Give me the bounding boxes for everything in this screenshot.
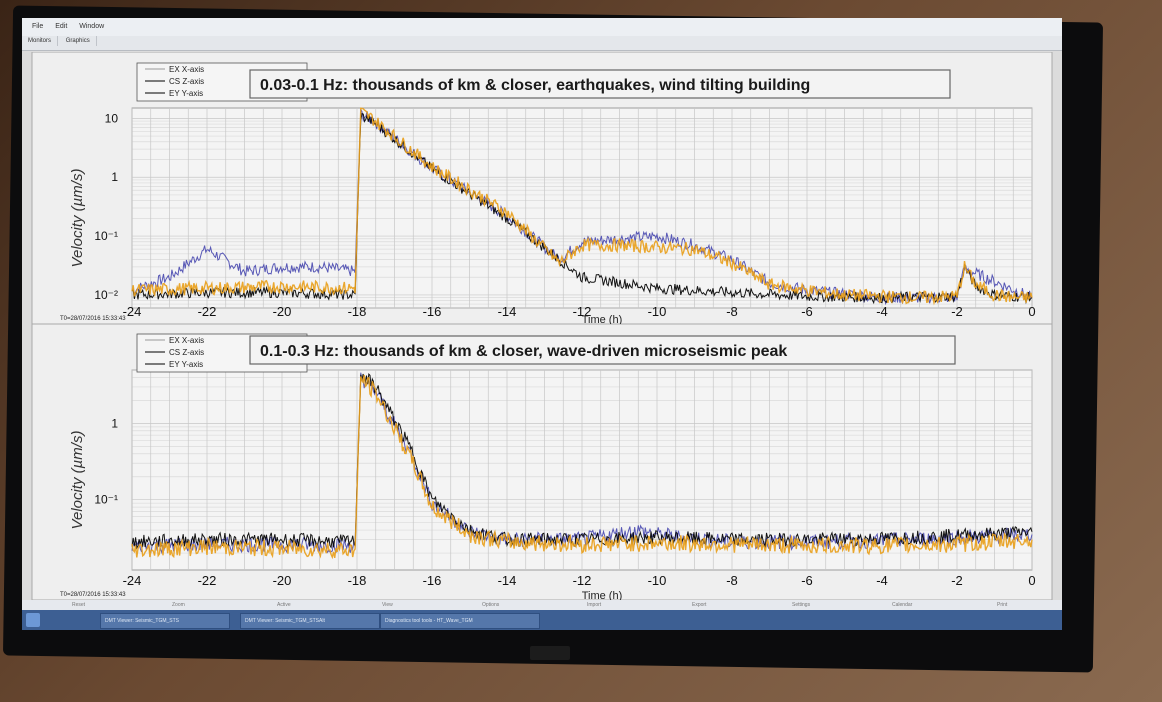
menu-edit[interactable]: Edit [55, 23, 68, 30]
x-tick-label: -20 [273, 573, 292, 588]
tab-monitors[interactable]: Monitors [22, 36, 59, 46]
x-tick-label: -8 [726, 304, 738, 319]
t0-timestamp: T0=28/07/2016 15:33:43 [60, 316, 126, 322]
x-tick-label: -10 [648, 573, 667, 588]
chart-panel-top: -24 -22 -20 -18 -16 -14 -12 -10 -8 -6 -4 -2 010110⁻¹… [31, 52, 1053, 324]
menu-file[interactable]: File [32, 23, 44, 30]
menu-window[interactable]: Window [79, 23, 105, 30]
chart-title: 0.1-0.3 Hz: thousands of km & closer, wa… [260, 343, 787, 360]
bottom-button-row: Reset Zoom Active View Options Import Ex… [22, 600, 1062, 610]
taskbar: DMT Viewer: Seismic_TGM_STS DMT Viewer: … [22, 610, 1062, 630]
x-tick-label: 0 [1028, 304, 1035, 319]
x-tick-label: -8 [726, 573, 738, 588]
x-tick-label: 0 [1028, 573, 1035, 588]
y-tick-label: 10⁻² [94, 288, 118, 302]
taskbar-item-viewer[interactable]: DMT Viewer: Seismic_TGM_STS [100, 613, 230, 629]
x-tick-label: -22 [198, 304, 217, 319]
x-tick-label: -2 [951, 573, 963, 588]
x-tick-label: -4 [876, 573, 888, 588]
x-tick-label: -18 [348, 573, 367, 588]
x-tick-label: -16 [423, 573, 442, 588]
legend-entry: EY Y-axis [169, 89, 203, 98]
monitor-stand [530, 646, 570, 660]
import-button[interactable]: Import [587, 602, 602, 608]
series-line-ex-x-axis [131, 107, 1033, 306]
chart-title-box [249, 69, 951, 99]
settings-button[interactable]: Settings [792, 602, 811, 608]
legend-entry: EX X-axis [169, 336, 204, 345]
calendar-button[interactable]: Calendar [892, 602, 913, 608]
x-tick-label: -14 [498, 304, 517, 319]
y-axis-label: Velocity (µm/s) [69, 431, 86, 530]
series-line-cs-z-axis [131, 112, 1033, 305]
taskbar-item-diagnostics[interactable]: Diagnostics tool tools - HT_Wave_TGM [380, 613, 540, 629]
x-tick-label: -12 [573, 573, 592, 588]
options-button[interactable]: Options [482, 602, 500, 608]
y-tick-label: 1 [111, 416, 118, 430]
t0-timestamp: T0=28/07/2016 15:33:43 [60, 592, 126, 598]
x-tick-label: -14 [498, 573, 517, 588]
x-tick-label: -22 [198, 573, 217, 588]
x-tick-label: -24 [123, 573, 142, 588]
x-axis-label: Time (h) [582, 590, 623, 600]
start-icon[interactable] [26, 613, 40, 627]
x-tick-label: -18 [348, 304, 367, 319]
legend-entry: EX X-axis [169, 65, 204, 74]
x-tick-label: -20 [273, 304, 292, 319]
legend-entry: CS Z-axis [169, 348, 204, 357]
active-button[interactable]: Active [277, 602, 291, 608]
x-tick-label: -10 [648, 304, 667, 319]
x-tick-label: -6 [801, 573, 813, 588]
reset-button[interactable]: Reset [72, 602, 86, 608]
monitor-screen: File Edit Window Monitors Graphics -24 -2… [22, 18, 1062, 630]
x-axis-label: Time (h) [582, 314, 623, 324]
series-line-cs-z-axis [131, 372, 1033, 550]
x-tick-label: -6 [801, 304, 813, 319]
series-line-ex-x-axis [131, 374, 1033, 560]
x-tick-label: -4 [876, 304, 888, 319]
y-tick-label: 1 [111, 170, 118, 184]
view-button[interactable]: View [382, 602, 393, 608]
export-button[interactable]: Export [692, 602, 707, 608]
y-tick-label: 10⁻¹ [94, 493, 118, 507]
legend-entry: EY Y-axis [169, 360, 203, 369]
tab-graphics[interactable]: Graphics [60, 36, 97, 46]
print-button[interactable]: Print [997, 602, 1008, 608]
y-tick-label: 10 [105, 111, 119, 125]
legend-entry: CS Z-axis [169, 77, 204, 86]
y-axis-label: Velocity (µm/s) [69, 169, 86, 268]
x-tick-label: -24 [123, 304, 142, 319]
y-tick-label: 10⁻¹ [94, 229, 118, 243]
x-tick-label: -12 [573, 304, 592, 319]
x-tick-label: -2 [951, 304, 963, 319]
chart-panel-bottom: -24 -22 -20 -18 -16 -14 -12 -10 -8 -6 -4 -2 0110⁻¹Ve… [31, 324, 1053, 600]
chart-title: 0.03-0.1 Hz: thousands of km & closer, e… [260, 77, 810, 94]
taskbar-item-viewer-alt[interactable]: DMT Viewer: Seismic_TGM_STSAlt [240, 613, 380, 629]
zoom-button[interactable]: Zoom [172, 602, 185, 608]
x-tick-label: -16 [423, 304, 442, 319]
tab-bar: Monitors Graphics [22, 36, 1062, 51]
chart-title-box [249, 335, 956, 365]
menu-bar: File Edit Window [22, 18, 1062, 36]
